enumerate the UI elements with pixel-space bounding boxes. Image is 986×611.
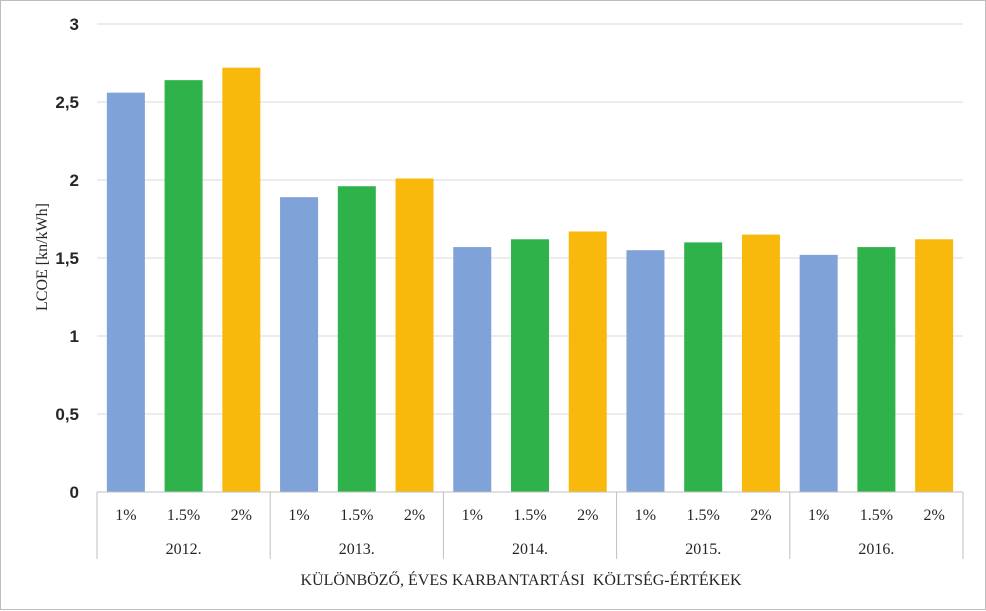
bar-2013-1.5pct [337, 186, 376, 493]
x-axis: 1% 1.5% 2% 2012. 1% 1.5% 2% 2013. 1% 1.5% 2% 2014. 1… [96, 491, 964, 559]
y-tick-label: 1 [70, 327, 79, 346]
y-tick-label: 2,5 [55, 93, 79, 112]
x-group-label: 2012. [166, 541, 202, 558]
y-axis-ticks: 0 0,5 1 1,5 2 2,5 3 [55, 15, 79, 502]
bar-2015-2pct [741, 234, 780, 492]
x-subcategory-label: 2% [231, 507, 252, 524]
bar-2014-1pct [453, 247, 492, 492]
y-tick-label: 3 [70, 15, 79, 34]
y-tick-label: 2 [70, 171, 79, 190]
x-subcategory-label: 1% [115, 507, 136, 524]
x-subcategory-label: 1.5% [340, 507, 373, 524]
bar-2014-2pct [568, 231, 607, 493]
x-subcategory-label: 1.5% [167, 507, 200, 524]
bar-2012-1.5pct [164, 80, 203, 492]
bar-2012-1pct [106, 92, 145, 492]
bar-2015-1pct [626, 250, 665, 492]
y-tick-label: 0,5 [55, 405, 79, 424]
x-subcategory-label: 1% [808, 507, 829, 524]
x-subcategory-label: 2% [404, 507, 425, 524]
bar-2015-1.5pct [684, 242, 723, 492]
y-tick-label: 0 [70, 483, 79, 502]
bar-2012-2pct [222, 67, 261, 493]
bar-2016-2pct [915, 239, 954, 492]
bar-2013-1pct [280, 197, 319, 492]
x-subcategory-label: 1.5% [687, 507, 720, 524]
x-subcategory-label: 2% [923, 507, 944, 524]
x-subcategory-label: 1.5% [860, 507, 893, 524]
x-subcategory-label: 1% [635, 507, 656, 524]
bar-2014-1.5pct [511, 239, 549, 492]
x-axis-title: KÜLÖNBÖZŐ, ÉVES KARBANTARTÁSI KÖLTSÉG-ÉR… [300, 570, 742, 589]
x-subcategory-label: 2% [577, 507, 598, 524]
x-group-label: 2015. [685, 541, 721, 558]
x-subcategory-label: 2% [750, 507, 771, 524]
bar-2016-1.5pct [857, 247, 896, 492]
x-subcategory-label: 1.5% [513, 507, 546, 524]
y-axis-title: LCOE [kn/kWh] [34, 203, 51, 311]
x-group-label: 2016. [858, 541, 894, 558]
y-tick-label: 1,5 [55, 249, 79, 268]
bar-2013-2pct [395, 178, 434, 492]
x-subcategory-label: 1% [462, 507, 483, 524]
x-subcategory-label: 1% [288, 507, 309, 524]
x-group-label: 2014. [512, 541, 548, 558]
x-group-label: 2013. [339, 541, 375, 558]
bar-2016-1pct [799, 254, 838, 492]
bars [106, 67, 954, 493]
